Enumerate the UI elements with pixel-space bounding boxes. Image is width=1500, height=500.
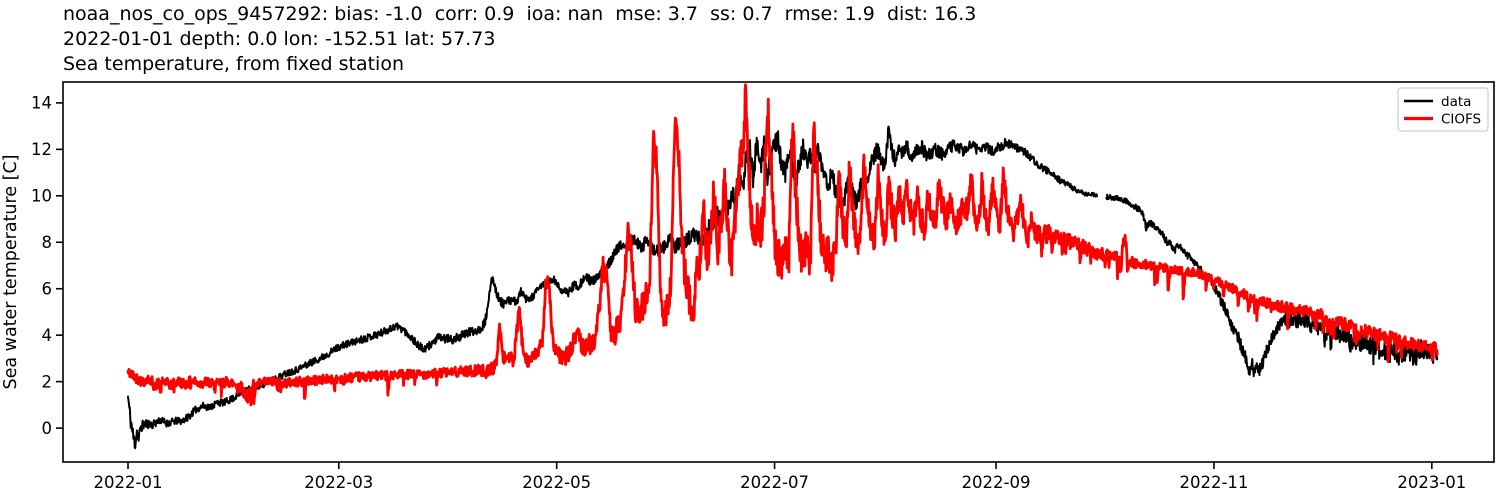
x-tick-label: 2022-03	[304, 473, 373, 492]
y-tick-label: 12	[31, 140, 52, 159]
series-line-ciofs	[126, 83, 1439, 407]
x-tick-label: 2022-09	[962, 473, 1031, 492]
series-line-data	[127, 125, 1439, 450]
x-tick-label: 2022-05	[522, 473, 591, 492]
x-tick-label: 2023-01	[1397, 473, 1466, 492]
y-tick-label: 4	[42, 326, 53, 345]
title-line-variable: Sea temperature, from fixed station	[63, 53, 404, 75]
y-tick-label: 2	[42, 372, 53, 391]
y-tick-label: 8	[42, 233, 53, 252]
chart-title: noaa_nos_co_ops_9457292: bias: -1.0 corr…	[63, 2, 976, 77]
y-tick-label: 10	[31, 187, 52, 206]
y-axis-label: Sea water temperature [C]	[1, 154, 21, 389]
title-line-location: 2022-01-01 depth: 0.0 lon: -152.51 lat: …	[63, 28, 496, 50]
legend-label-ciofs: CIOFS	[1441, 111, 1481, 127]
plot-border	[62, 81, 1495, 463]
y-tick-label: 14	[31, 94, 52, 113]
legend-label-data: data	[1441, 94, 1471, 110]
x-tick-label: 2022-07	[740, 473, 809, 492]
x-tick-label: 2022-01	[94, 473, 163, 492]
title-line-stats: noaa_nos_co_ops_9457292: bias: -1.0 corr…	[63, 3, 977, 25]
x-tick-label: 2022-11	[1179, 473, 1248, 492]
y-tick-label: 6	[42, 280, 53, 299]
y-tick-label: 0	[42, 419, 53, 438]
legend-box	[1397, 87, 1489, 132]
